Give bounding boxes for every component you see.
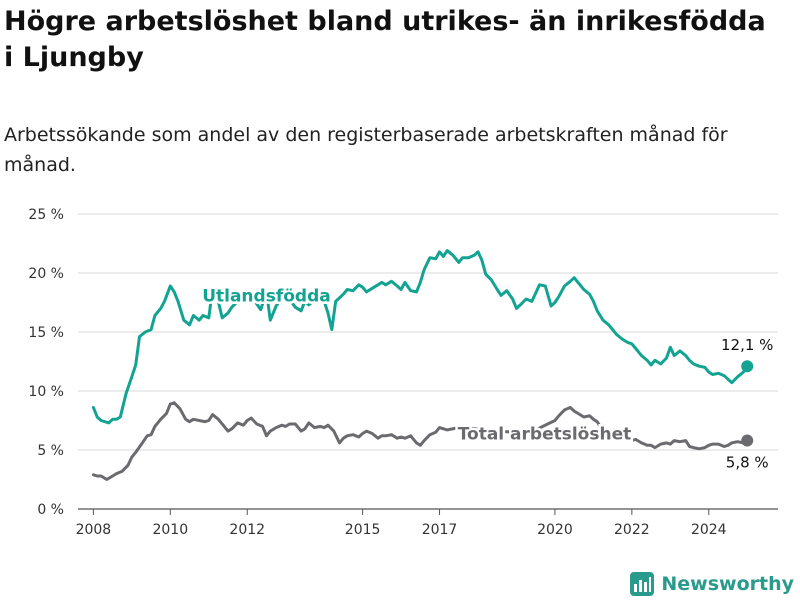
newsworthy-logo[interactable]: Newsworthy [629, 570, 794, 598]
x-tick-label: 2024 [691, 522, 727, 538]
y-tick-label: 0 % [37, 502, 64, 518]
y-tick-label: 20 % [28, 266, 64, 282]
series-name-label-0: Utlandsfödda [202, 286, 331, 306]
series-end-marker-1 [741, 434, 754, 447]
x-tick-label: 2012 [229, 522, 265, 538]
x-tick-label: 2022 [614, 522, 650, 538]
axes: 0 % 5 % 10 % 15 % 20 % 25 % 2008 2010 2012 2015 20… [28, 207, 726, 538]
series-line-1 [91, 401, 749, 481]
series-labels: 12,1 % 5,8 % Utlandsfödda Total arbetslöshe… [200, 284, 774, 472]
y-tick-label: 25 % [28, 207, 64, 223]
newsworthy-logo-icon [630, 572, 655, 596]
y-tick-label: 5 % [37, 443, 64, 459]
series-name-label-1: Total arbetslöshet [458, 424, 632, 444]
series-line-0 [91, 249, 749, 425]
x-tick-label: 2010 [152, 522, 188, 538]
chart-subtitle: Arbetssökande som andel av den registerb… [4, 124, 728, 176]
x-tick-label: 2008 [76, 522, 112, 538]
series-end-label-1: 5,8 % [726, 454, 769, 472]
x-tick-label: 2020 [537, 522, 573, 538]
chart-title: Högre arbetslöshet bland utrikes- än inr… [4, 6, 766, 73]
y-tick-label: 10 % [28, 384, 64, 400]
x-tick-label: 2017 [422, 522, 458, 538]
y-tick-label: 15 % [28, 325, 64, 341]
series-end-marker-0 [741, 360, 754, 373]
series-end-label-0: 12,1 % [721, 336, 773, 354]
x-tick-label: 2015 [345, 522, 381, 538]
newsworthy-wordmark: Newsworthy [661, 573, 794, 595]
grid-lines [78, 213, 778, 510]
series-lines [91, 249, 754, 481]
